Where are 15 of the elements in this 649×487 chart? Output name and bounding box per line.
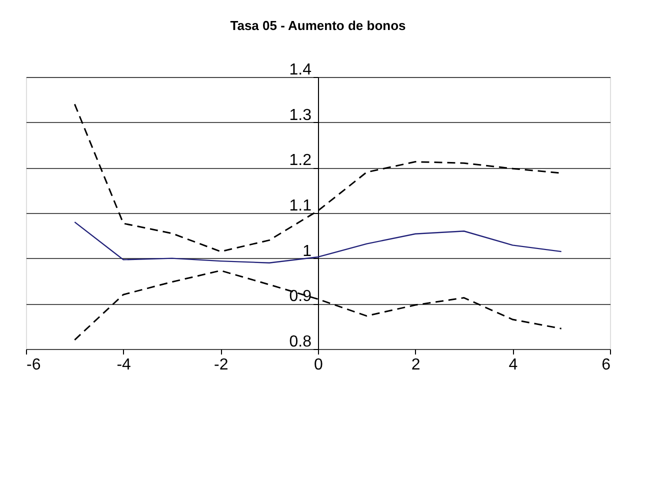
y-tick-label: 1 [302,242,312,260]
x-tick-label: 4 [508,356,518,374]
y-tick-label: 1.3 [289,106,312,124]
y-tick-label: 0.8 [289,334,312,350]
x-tick-label: -4 [116,356,132,374]
x-tick-label: -2 [214,356,228,374]
chart-title: Tasa 05 - Aumento de bonos [230,18,406,33]
y-tick-label: 0.9 [289,288,312,306]
y-tick-label: 1.2 [289,152,312,170]
x-tick-label: 2 [411,356,420,374]
y-tick-label: 1.1 [289,198,312,214]
y-tick-label: 1.4 [289,62,312,78]
x-tick-label: 0 [314,356,324,374]
x-tick-label: -6 [26,356,41,374]
x-tick-label: 6 [602,356,611,374]
